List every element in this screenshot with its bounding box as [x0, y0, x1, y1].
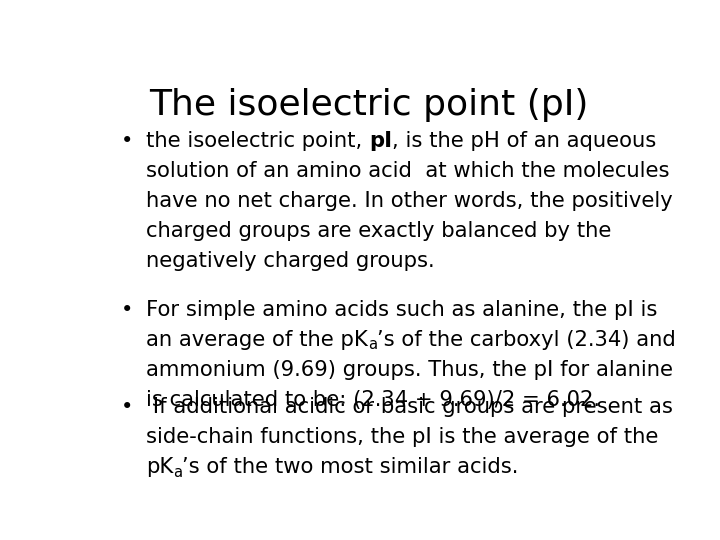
- Text: pK: pK: [145, 457, 174, 477]
- Text: the isoelectric point,: the isoelectric point,: [145, 131, 369, 151]
- Text: For simple amino acids such as alanine, the pI is: For simple amino acids such as alanine, …: [145, 300, 657, 320]
- Text: •: •: [121, 300, 133, 320]
- Text: ammonium (9.69) groups. Thus, the pI for alanine: ammonium (9.69) groups. Thus, the pI for…: [145, 360, 672, 380]
- Text: , is the pH of an aqueous: , is the pH of an aqueous: [392, 131, 656, 151]
- Text: solution of an amino acid  at which the molecules: solution of an amino acid at which the m…: [145, 161, 670, 181]
- Text: •: •: [121, 131, 133, 151]
- Text: a: a: [368, 337, 377, 352]
- Text: ’s of the two most similar acids.: ’s of the two most similar acids.: [182, 457, 518, 477]
- Text: The isoelectric point (pI): The isoelectric point (pI): [149, 87, 589, 122]
- Text: is calculated to be: (2.34 + 9.69)/2 = 6.02.: is calculated to be: (2.34 + 9.69)/2 = 6…: [145, 389, 600, 409]
- Text: side-chain functions, the pI is the average of the: side-chain functions, the pI is the aver…: [145, 427, 658, 447]
- Text: If additional acidic or basic groups are present as: If additional acidic or basic groups are…: [145, 397, 672, 417]
- Text: ’s of the carboxyl (2.34) and: ’s of the carboxyl (2.34) and: [377, 329, 675, 350]
- Text: •: •: [121, 397, 133, 417]
- Text: negatively charged groups.: negatively charged groups.: [145, 251, 434, 271]
- Text: have no net charge. In other words, the positively: have no net charge. In other words, the …: [145, 191, 672, 211]
- Text: a: a: [174, 465, 182, 480]
- Text: pI: pI: [369, 131, 392, 151]
- Text: an average of the pK: an average of the pK: [145, 329, 368, 350]
- Text: charged groups are exactly balanced by the: charged groups are exactly balanced by t…: [145, 221, 611, 241]
